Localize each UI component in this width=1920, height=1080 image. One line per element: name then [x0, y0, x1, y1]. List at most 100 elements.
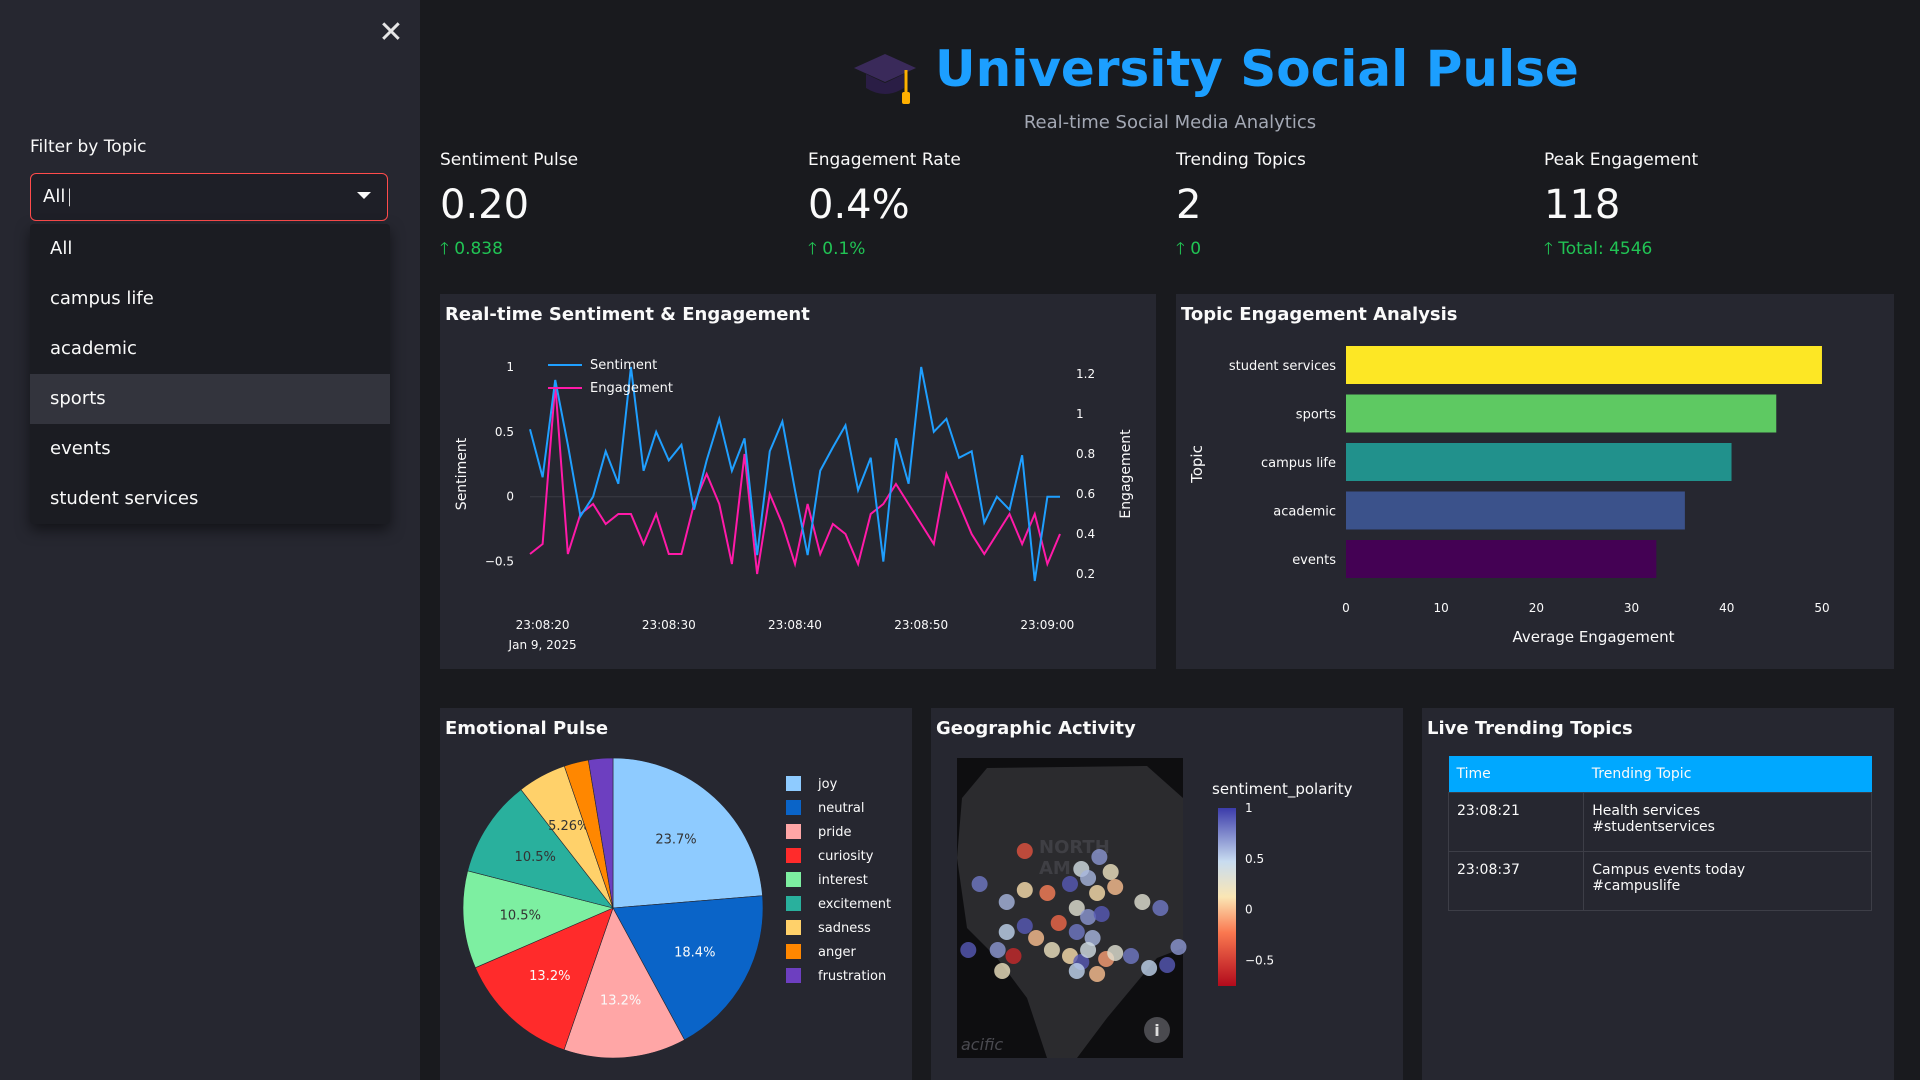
legend-swatch — [786, 800, 801, 815]
y-tick-label: −0.5 — [485, 555, 514, 569]
map-point — [1062, 876, 1078, 892]
table-row: 23:08:37 Campus events today #campuslife — [1447, 851, 1872, 911]
legend-swatch — [786, 968, 801, 983]
column-header-time[interactable]: Time — [1448, 756, 1584, 793]
map-point — [1089, 885, 1106, 901]
bar-category-label: academic — [1273, 505, 1336, 520]
metric-value: 118 — [1544, 182, 1621, 228]
graduation-cap-icon — [854, 54, 916, 104]
x-tick-label: 23:08:50 — [894, 618, 948, 632]
map-label: NORTH — [1039, 837, 1110, 858]
colorbar-tick-label: 0 — [1245, 903, 1253, 917]
cell-time: 23:08:37 — [1447, 851, 1585, 911]
sentiment-engagement-panel: Real-time Sentiment & Engagement 1 0.5 0 −0… — [440, 294, 1156, 669]
geographic-activity-panel: Geographic Activity NORTH AM acific i sentim… — [931, 708, 1403, 1080]
bar — [1346, 443, 1732, 481]
bar — [1346, 394, 1777, 433]
map-point — [1093, 906, 1110, 922]
map-point — [1028, 930, 1045, 946]
map-point — [1043, 942, 1060, 958]
arrow-up-icon: 🡑 — [1176, 239, 1191, 259]
bar-chart[interactable]: student services sports campus life academi… — [1176, 294, 1894, 669]
page-title: University Social Pulse — [935, 40, 1579, 98]
legend-label: curiosity — [818, 849, 874, 864]
x-tick-label: 30 — [1624, 601, 1639, 615]
map-label: AM — [1039, 858, 1071, 879]
pie-slice-curiosity — [474, 907, 614, 1051]
legend-label: frustration — [818, 969, 886, 984]
chevron-down-icon[interactable] — [357, 192, 371, 199]
bar — [1346, 540, 1657, 578]
map-point — [1016, 882, 1033, 898]
panel-title: Live Trending Topics — [1427, 718, 1633, 739]
legend-label: pride — [818, 825, 851, 840]
bar-category-label: campus life — [1261, 456, 1336, 471]
panel-title: Geographic Activity — [936, 718, 1136, 739]
x-tick-label: 23:08:40 — [768, 618, 822, 632]
x-tick-label: 40 — [1719, 601, 1734, 615]
y2-tick-label: 0.4 — [1076, 527, 1095, 541]
panel-title: Real-time Sentiment & Engagement — [445, 304, 810, 325]
topic-engagement-panel: Topic Engagement Analysis student servic… — [1176, 294, 1894, 669]
legend-label: joy — [817, 777, 838, 792]
info-icon — [1144, 1017, 1170, 1043]
line-chart[interactable]: 1 0.5 0 −0.5 1.2 1 0.8 0.6 0.4 0.2 23:08:20 23:08:3… — [440, 294, 1156, 669]
pie-chart[interactable]: 23.7% 18.4% 13.2% 13.2% 10.5% 10.5% 5.26% joy ne… — [440, 708, 912, 1080]
emotional-pulse-panel: Emotional Pulse 23.7% 18.4% 13.2% 13.2% 10.5… — [440, 708, 912, 1080]
page-subtitle: Real-time Social Media Analytics — [1023, 112, 1317, 133]
y2-axis-title: Engagement — [1118, 429, 1134, 519]
pie-slice-label: 13.2% — [600, 994, 641, 1009]
x-tick-label: 0 — [1342, 601, 1350, 615]
pie-slice-neutral — [612, 895, 764, 1041]
pie-slice-label: 23.7% — [655, 833, 696, 848]
live-trending-panel: Live Trending Topics Time Trending Topic… — [1422, 708, 1894, 1080]
map-point — [1080, 870, 1097, 886]
legend-swatch — [786, 872, 801, 887]
arrow-up-icon: 🡑 — [1544, 239, 1559, 259]
map-point — [1107, 945, 1124, 961]
x-tick-label: 23:08:30 — [642, 618, 696, 632]
map-point — [1170, 939, 1187, 955]
arrow-up-icon: 🡑 — [808, 239, 823, 259]
option-events[interactable]: events — [50, 438, 111, 459]
map-point — [1005, 948, 1022, 964]
y2-tick-label: 0.2 — [1076, 567, 1095, 581]
legend-swatch — [786, 920, 801, 935]
x-tick-label: 10 — [1434, 601, 1449, 615]
map-point — [1141, 960, 1158, 976]
map-point — [994, 963, 1011, 979]
map-point — [1068, 963, 1085, 979]
close-icon[interactable]: ✕ — [378, 15, 404, 50]
legend-label-engagement: Engagement — [590, 381, 673, 396]
filter-value[interactable]: All — [43, 186, 72, 207]
option-student-services[interactable]: student services — [50, 488, 199, 509]
metric-delta: 🡑 0.1% — [808, 239, 866, 259]
metric-delta: 🡑 0.838 — [440, 239, 503, 259]
map-point — [1080, 909, 1097, 925]
map-point — [1016, 918, 1033, 934]
option-campus-life[interactable]: campus life — [50, 288, 154, 309]
pie-slice-pride — [563, 907, 685, 1059]
y-tick-label: 0 — [506, 490, 514, 504]
series-line-sentiment — [529, 366, 1060, 582]
option-all[interactable]: All — [50, 238, 73, 259]
column-header-topic[interactable]: Trending Topic — [1583, 756, 1872, 793]
legend-label-sentiment: Sentiment — [590, 358, 657, 373]
pie-slice-label: 13.2% — [529, 969, 570, 984]
series-line-engagement — [529, 383, 1061, 575]
x-tick-sublabel: Jan 9, 2025 — [508, 638, 577, 652]
colorbar-tick-label: 1 — [1245, 801, 1253, 815]
pie-slice-excitement — [467, 789, 614, 909]
y-tick-label: 1 — [506, 360, 514, 374]
map-point — [998, 924, 1015, 940]
option-sports[interactable]: sports — [30, 374, 390, 424]
map-point — [1080, 942, 1097, 958]
option-academic[interactable]: academic — [50, 338, 137, 359]
topic-filter-select[interactable]: All — [30, 173, 388, 221]
metric-engagement-rate: Engagement Rate 0.4% 🡑 0.1% — [808, 150, 1168, 270]
map-point — [1152, 900, 1169, 916]
metric-sentiment-pulse: Sentiment Pulse 0.20 🡑 0.838 — [440, 150, 800, 270]
map-point — [1107, 879, 1124, 895]
bar-category-label: events — [1292, 553, 1336, 568]
